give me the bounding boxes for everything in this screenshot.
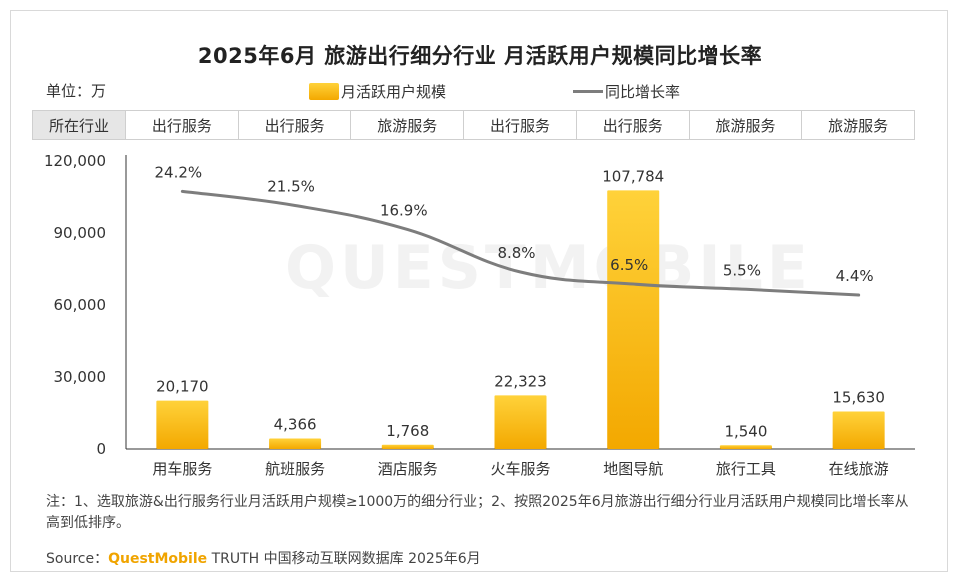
industry-row: 所在行业 出行服务 出行服务 旅游服务 出行服务 出行服务 旅游服务 旅游服务	[32, 110, 915, 140]
bar-value-label: 22,323	[494, 372, 547, 390]
industry-cell: 出行服务	[237, 111, 351, 139]
x-tick-label: 航班服务	[265, 460, 325, 478]
industry-cell: 旅游服务	[801, 111, 914, 139]
legend-bar-label: 月活跃用户规模	[341, 83, 447, 101]
unit-label: 单位：万	[46, 82, 107, 100]
x-tick-label: 地图导航	[603, 460, 663, 478]
bar	[156, 400, 209, 449]
growth-rate-label: 6.5%	[610, 256, 648, 274]
y-tick-label: 120,000	[44, 152, 106, 170]
legend-line-label: 同比增长率	[605, 83, 681, 101]
chart-title: 2025年6月 旅游出行细分行业 月活跃用户规模同比增长率	[197, 44, 763, 68]
y-tick-label: 0	[96, 440, 106, 458]
source-suffix: TRUTH 中国移动互联网数据库 2025年6月	[207, 551, 481, 567]
source-line: Source：QuestMobile TRUTH 中国移动互联网数据库 2025…	[46, 548, 481, 568]
legend-bar-swatch	[309, 83, 339, 100]
industry-cell: 出行服务	[463, 111, 576, 139]
chart-frame	[10, 10, 948, 572]
growth-rate-label: 21.5%	[267, 178, 315, 196]
growth-rate-label: 24.2%	[155, 163, 203, 181]
bar-value-label: 107,784	[602, 167, 664, 185]
growth-rate-label: 16.9%	[380, 202, 428, 220]
y-tick-label: 30,000	[54, 368, 107, 386]
bar	[381, 444, 434, 449]
bar	[832, 411, 885, 449]
growth-rate-label: 8.8%	[497, 244, 535, 262]
x-tick-label: 用车服务	[152, 460, 212, 478]
industry-cell: 出行服务	[575, 111, 689, 139]
growth-rate-label: 5.5%	[723, 261, 761, 279]
bar-value-label: 20,170	[156, 378, 209, 396]
bar	[494, 395, 547, 449]
bar-value-label: 1,768	[386, 422, 429, 440]
x-tick-label: 旅行工具	[716, 460, 776, 478]
y-tick-label: 90,000	[54, 224, 107, 242]
source-prefix: Source：	[46, 551, 109, 567]
industry-cell: 出行服务	[125, 111, 238, 139]
growth-rate-line	[180, 189, 861, 297]
industry-cell: 旅游服务	[350, 111, 463, 139]
industry-header: 所在行业	[33, 111, 125, 139]
bar-value-label: 15,630	[832, 388, 885, 406]
legend-bar-item: 月活跃用户规模	[309, 81, 446, 102]
y-tick-label: 60,000	[54, 296, 107, 314]
bar	[269, 438, 322, 449]
bar-value-label: 4,366	[274, 416, 317, 434]
x-tick-label: 酒店服务	[378, 460, 438, 478]
legend-line-item: 同比增长率	[573, 81, 680, 102]
watermark-text: QUESTMOBILE	[285, 233, 812, 303]
industry-cell: 旅游服务	[688, 111, 802, 139]
bar	[607, 190, 660, 449]
x-tick-label: 在线旅游	[829, 460, 889, 478]
bar-value-label: 1,540	[724, 422, 767, 440]
source-brand: QuestMobile	[108, 551, 208, 567]
bar	[719, 445, 772, 449]
footnote: 注：1、选取旅游&出行服务行业月活跃用户规模≥1000万的细分行业；2、按照20…	[46, 494, 909, 531]
legend-line-swatch	[573, 90, 603, 93]
growth-rate-label: 4.4%	[836, 267, 874, 285]
x-tick-label: 火车服务	[490, 460, 550, 478]
